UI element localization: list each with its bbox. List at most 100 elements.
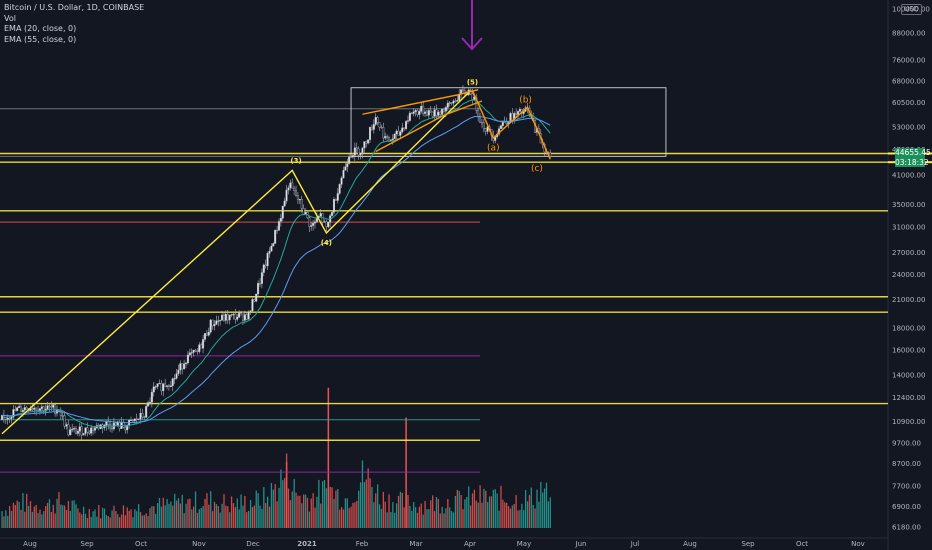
candle-body [80, 426, 83, 436]
volume-bar [430, 500, 432, 528]
price-tick-label: 9700.00 [892, 440, 921, 448]
volume-bar [206, 493, 208, 528]
volume-bar [299, 495, 301, 528]
volume-bar [82, 506, 85, 528]
candle-body [424, 111, 427, 114]
candle-body [296, 195, 299, 200]
volume-bar [530, 487, 532, 528]
volume-bar [234, 507, 237, 528]
volume-bar [306, 497, 309, 528]
bar-countdown: 03:18:32 [895, 157, 929, 167]
wave-line[interactable] [471, 90, 551, 160]
volume-bar [204, 498, 206, 528]
candle-body [276, 229, 279, 232]
candle-body [141, 413, 144, 418]
wave-line[interactable] [375, 100, 483, 153]
candle-body [131, 419, 134, 422]
candle-body [154, 386, 157, 388]
volume-bar [166, 499, 168, 528]
volume-bar [439, 513, 441, 528]
volume-bar [291, 491, 293, 528]
volume-bar [316, 496, 318, 528]
candle-body [323, 221, 326, 223]
volume-bar [8, 505, 11, 528]
volume-bar [333, 498, 335, 528]
volume-bar [115, 511, 117, 528]
volume-bar [346, 498, 348, 528]
candle-body [52, 404, 55, 408]
wave-label: (3) [290, 157, 301, 165]
candle-body [33, 407, 36, 410]
volume-bar [447, 499, 449, 528]
volume-bar [126, 507, 128, 528]
candle-body [40, 406, 43, 409]
time-tick-label: Dec [246, 540, 260, 548]
candle-body [376, 117, 379, 123]
volume-bar [498, 510, 500, 528]
volume-bar [132, 517, 134, 528]
candle-body [93, 427, 96, 431]
candle-body [175, 373, 178, 379]
volume-indicator-label[interactable]: Vol [4, 13, 16, 23]
candle-body [499, 125, 502, 129]
volume-bar [397, 495, 400, 528]
candle-body [281, 205, 284, 219]
volume-bar [473, 489, 476, 528]
candle-body [516, 111, 519, 115]
wave-line[interactable] [362, 89, 479, 115]
currency-selector[interactable]: USD [901, 4, 922, 15]
volume-bar [500, 485, 502, 528]
symbol-title[interactable]: Bitcoin / U.S. Dollar, 1D, COINBASE [4, 3, 145, 12]
candle-body [124, 426, 127, 431]
candle-body [150, 391, 153, 403]
volume-bar [416, 512, 419, 528]
candle-body [350, 156, 353, 158]
volume-bar [418, 506, 421, 528]
price-tick-label: 10900.00 [892, 418, 925, 426]
wave-line[interactable] [1, 90, 472, 435]
volume-bar [147, 516, 149, 528]
volume-bar [210, 491, 212, 528]
volume-bar [75, 504, 77, 528]
volume-bar [287, 488, 290, 528]
candle-body [203, 333, 206, 340]
volume-bar [229, 512, 231, 528]
volume-bar [141, 515, 144, 528]
volume-bar [56, 498, 58, 528]
volume-bar [331, 487, 333, 528]
candle-body [461, 89, 464, 92]
candle-body [342, 170, 345, 179]
candle-body [289, 182, 292, 189]
ema55-indicator-label[interactable]: EMA (55, close, 0) [4, 34, 77, 44]
candle-body [221, 314, 224, 321]
volume-bar [257, 493, 259, 528]
volume-bar [361, 460, 364, 528]
time-tick-label: Aug [23, 540, 37, 548]
volume-bar [468, 486, 470, 528]
range-rectangle[interactable] [350, 87, 667, 157]
volume-bar [143, 515, 145, 528]
volume-bar [251, 506, 254, 528]
wave-label: (c) [531, 164, 543, 174]
volume-bar [314, 507, 316, 528]
volume-bar [515, 495, 517, 528]
candle-body [185, 362, 188, 365]
volume-bar [94, 509, 96, 528]
candle-body [88, 431, 91, 434]
volume-bar [456, 489, 458, 528]
time-tick-label: Mar [409, 540, 422, 548]
volume-bar [137, 504, 140, 528]
chart-legend: Bitcoin / U.S. Dollar, 1D, COINBASE Vol … [4, 3, 144, 45]
volume-bar [373, 502, 375, 528]
candle-body [287, 187, 290, 191]
volume-bar [339, 509, 341, 528]
ema20-indicator-label[interactable]: EMA (20, close, 0) [4, 24, 77, 33]
candle-body [18, 406, 21, 408]
volume-bar [458, 490, 460, 528]
candle-body [315, 217, 318, 223]
volume-bar [507, 506, 510, 528]
volume-bar [41, 514, 43, 528]
volume-bar [532, 504, 534, 528]
volume-bar [29, 501, 32, 528]
